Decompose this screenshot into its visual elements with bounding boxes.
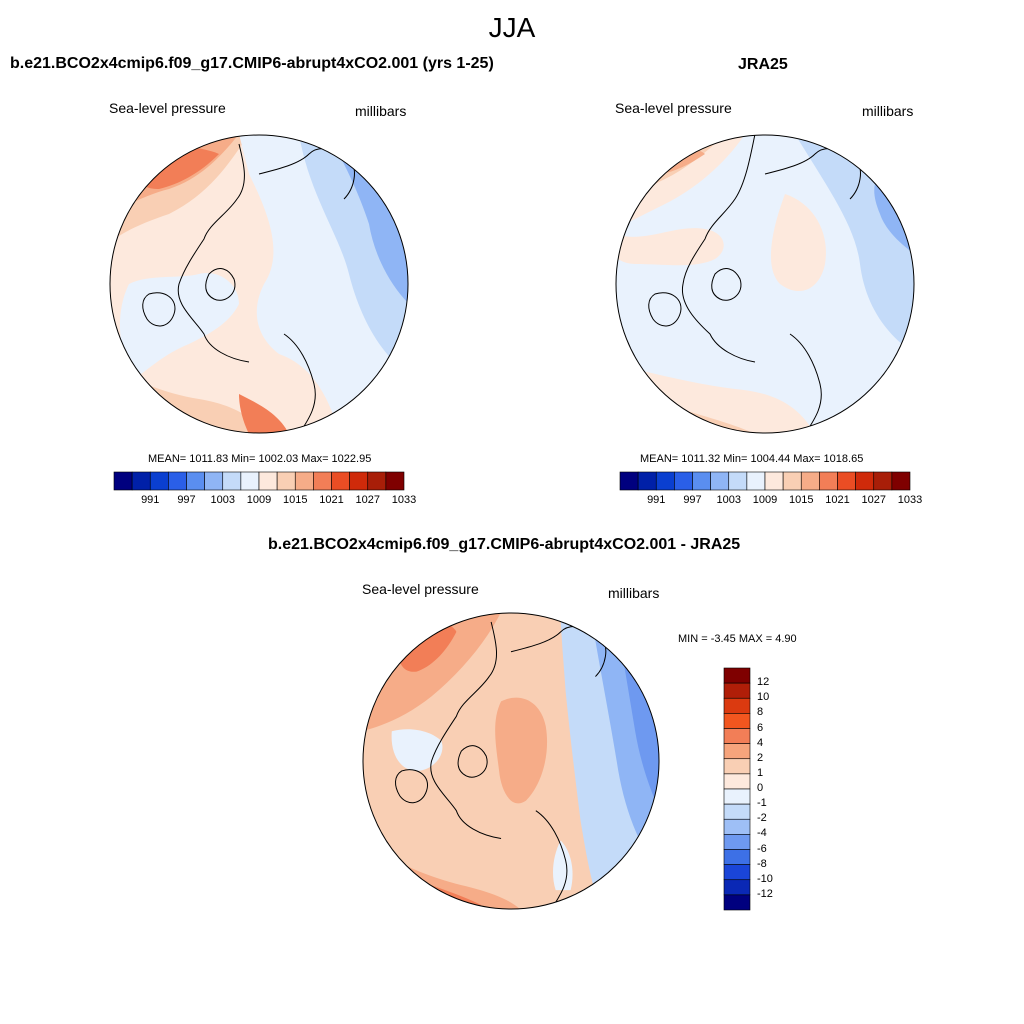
colorbar-swatch bbox=[819, 471, 838, 491]
panel-2-variable-label: Sea-level pressure bbox=[615, 100, 732, 116]
panel-2-stats: MEAN= 1011.32 Min= 1004.44 Max= 1018.65 bbox=[640, 453, 864, 465]
colorbar-tick-label: 6 bbox=[757, 721, 764, 734]
colorbar-swatch bbox=[113, 471, 133, 491]
colorbar-tick-label: 991 bbox=[141, 494, 160, 506]
colorbar-tick-label: 991 bbox=[647, 494, 666, 506]
colorbar-tick-label: 12 bbox=[757, 676, 770, 689]
colorbar-swatch bbox=[891, 471, 911, 491]
colorbar-swatch bbox=[782, 471, 802, 491]
colorbar-swatch bbox=[723, 879, 751, 896]
colorbar-swatch bbox=[837, 471, 856, 491]
colorbar-tick-label: 1003 bbox=[716, 494, 741, 506]
colorbar-swatch bbox=[240, 471, 260, 491]
panel-1-title: b.e21.BCO2x4cmip6.f09_g17.CMIP6-abrupt4x… bbox=[10, 55, 494, 72]
colorbar-swatch bbox=[131, 471, 151, 491]
colorbar-swatch bbox=[186, 471, 205, 491]
colorbar-tick-label: -2 bbox=[757, 812, 767, 825]
colorbar-swatch bbox=[723, 803, 751, 820]
colorbar-swatch bbox=[385, 471, 405, 491]
colorbar-swatch bbox=[723, 713, 751, 729]
colorbar-swatch bbox=[723, 773, 751, 790]
panel-3-stats: MIN = -3.45 MAX = 4.90 bbox=[678, 633, 797, 645]
colorbar-swatch bbox=[258, 471, 278, 491]
colorbar-swatch bbox=[873, 471, 893, 491]
figure-title: JJA bbox=[488, 12, 536, 43]
colorbar-swatch bbox=[723, 834, 751, 850]
colorbar-swatch bbox=[692, 471, 711, 491]
colorbar-tick-label: 997 bbox=[177, 494, 196, 506]
colorbar-tick-label: 1033 bbox=[391, 494, 417, 506]
colorbar-swatch bbox=[723, 758, 751, 775]
colorbar-tick-label: -12 bbox=[757, 887, 773, 900]
panel-3-title: b.e21.BCO2x4cmip6.f09_g17.CMIP6-abrupt4x… bbox=[268, 536, 741, 553]
colorbar-swatch bbox=[728, 471, 748, 491]
colorbar-tick-label: -1 bbox=[757, 797, 767, 810]
colorbar-tick-label: 1015 bbox=[789, 494, 814, 506]
colorbar-swatch bbox=[149, 471, 169, 491]
colorbar-swatch bbox=[349, 471, 369, 491]
colorbar-swatch bbox=[723, 849, 751, 865]
colorbar-tick-label: 4 bbox=[757, 736, 764, 749]
colorbar-swatch bbox=[313, 471, 332, 491]
colorbar-swatch bbox=[222, 471, 242, 491]
panel-2-title: JRA25 bbox=[738, 56, 788, 73]
colorbar-tick-label: 1009 bbox=[246, 494, 272, 506]
colorbar-tick-label: 2 bbox=[757, 751, 764, 764]
colorbar-tick-label: 1003 bbox=[210, 494, 235, 506]
colorbar-swatch bbox=[168, 471, 187, 491]
colorbar-swatch bbox=[723, 697, 751, 714]
colorbar-swatch bbox=[855, 471, 875, 491]
panel-2-polar-map bbox=[615, 134, 915, 434]
colorbar-swatch bbox=[674, 471, 693, 491]
colorbar-tick-label: 1009 bbox=[752, 494, 778, 506]
colorbar-swatch bbox=[294, 471, 314, 491]
colorbar-tick-label: 1015 bbox=[283, 494, 308, 506]
difference-colorbar bbox=[723, 667, 751, 911]
colorbar-tick-label: 997 bbox=[683, 494, 702, 506]
colorbar-tick-label: 1021 bbox=[825, 494, 850, 506]
colorbar-swatch bbox=[723, 788, 751, 805]
colorbar-swatch bbox=[723, 667, 751, 684]
panel-3-polar-map bbox=[362, 612, 660, 910]
panel-1-units-label: millibars bbox=[355, 103, 407, 119]
panel-3-units-label: millibars bbox=[608, 585, 660, 601]
colorbar-swatch bbox=[723, 864, 751, 881]
panel-3-variable-label: Sea-level pressure bbox=[362, 581, 479, 597]
colorbar-swatch bbox=[619, 471, 639, 491]
colorbar-swatch bbox=[723, 728, 751, 744]
colorbar-swatch bbox=[764, 471, 784, 491]
colorbar-tick-label: -4 bbox=[757, 827, 767, 840]
colorbar-tick-label: -8 bbox=[757, 857, 767, 870]
colorbar-swatch bbox=[276, 471, 296, 491]
colorbar-swatch bbox=[800, 471, 820, 491]
colorbar-swatch bbox=[723, 743, 751, 760]
panel-1-polar-map bbox=[109, 134, 409, 434]
colorbar-swatch bbox=[204, 471, 224, 491]
colorbar-swatch bbox=[723, 818, 751, 835]
colorbar-swatch bbox=[637, 471, 657, 491]
colorbar-swatch bbox=[723, 894, 751, 911]
panel-1-variable-label: Sea-level pressure bbox=[109, 100, 226, 116]
colorbar-tick-label: -10 bbox=[757, 872, 773, 885]
colorbar-tick-label: 1021 bbox=[319, 494, 344, 506]
colorbar-tick-label: 1027 bbox=[861, 494, 886, 506]
panel-1-stats: MEAN= 1011.83 Min= 1002.03 Max= 1022.95 bbox=[148, 453, 372, 465]
panel-1-colorbar bbox=[113, 471, 405, 491]
colorbar-swatch bbox=[331, 471, 350, 491]
colorbar-tick-label: 0 bbox=[757, 782, 764, 794]
colorbar-tick-label: 10 bbox=[757, 691, 770, 704]
colorbar-swatch bbox=[723, 682, 751, 699]
colorbar-tick-label: 1 bbox=[757, 766, 764, 779]
colorbar-swatch bbox=[367, 471, 387, 491]
colorbar-tick-label: 1033 bbox=[897, 494, 923, 506]
colorbar-tick-label: -6 bbox=[757, 842, 767, 855]
colorbar-swatch bbox=[746, 471, 766, 491]
panel-2-units-label: millibars bbox=[862, 103, 914, 119]
colorbar-swatch bbox=[710, 471, 730, 491]
panel-2-colorbar bbox=[619, 471, 911, 491]
colorbar-swatch bbox=[655, 471, 675, 491]
colorbar-tick-label: 1027 bbox=[355, 494, 380, 506]
colorbar-tick-label: 8 bbox=[757, 706, 764, 719]
